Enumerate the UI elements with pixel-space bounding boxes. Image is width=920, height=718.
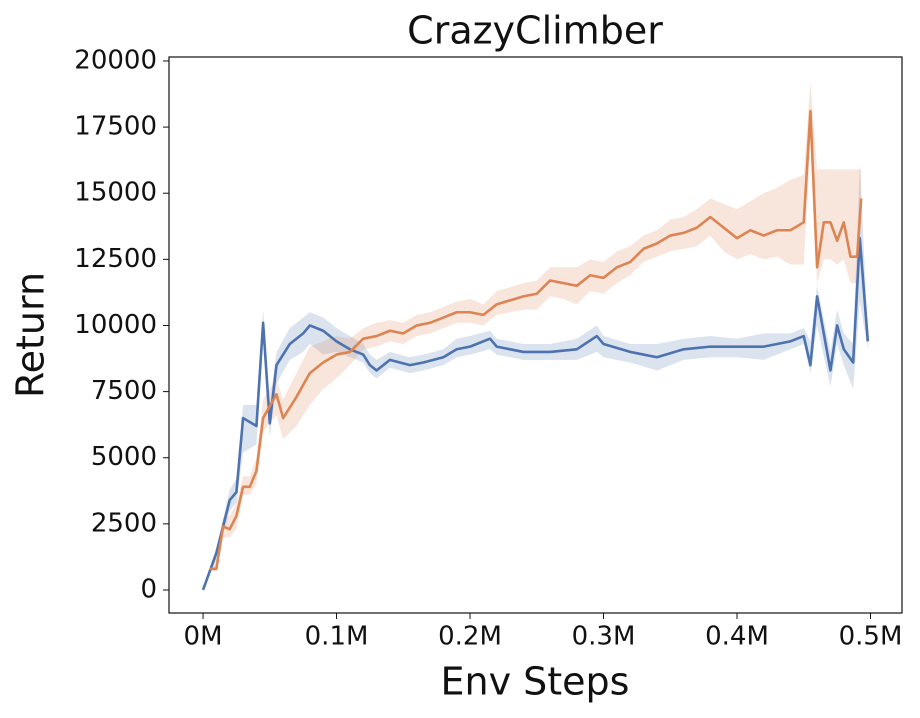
x-tick-label: 0.2M xyxy=(438,622,502,652)
plot-area xyxy=(201,82,870,591)
line xyxy=(201,236,870,591)
x-tick-label: 0.1M xyxy=(305,622,369,652)
y-tick-label: 12500 xyxy=(74,244,157,274)
x-tick-label: 0.3M xyxy=(572,622,636,652)
chart-title: CrazyClimber xyxy=(407,9,663,53)
y-tick-label: 7500 xyxy=(91,376,157,406)
x-tick-label: 0.4M xyxy=(705,622,769,652)
y-tick-label: 15000 xyxy=(74,178,157,208)
y-tick-label: 2500 xyxy=(91,508,157,538)
x-tick-label: 0M xyxy=(184,622,223,652)
y-tick-label: 0 xyxy=(140,574,157,604)
y-tick-label: 5000 xyxy=(91,442,157,472)
y-tick-label: 17500 xyxy=(74,112,157,142)
y-tick-label: 20000 xyxy=(74,45,157,75)
x-tick-label: 0.5M xyxy=(839,622,903,652)
x-axis-label: Env Steps xyxy=(441,660,630,704)
axes-frame xyxy=(168,56,903,614)
line xyxy=(209,109,863,571)
y-tick-label: 10000 xyxy=(74,310,157,340)
y-axis-label: Return xyxy=(9,272,53,398)
